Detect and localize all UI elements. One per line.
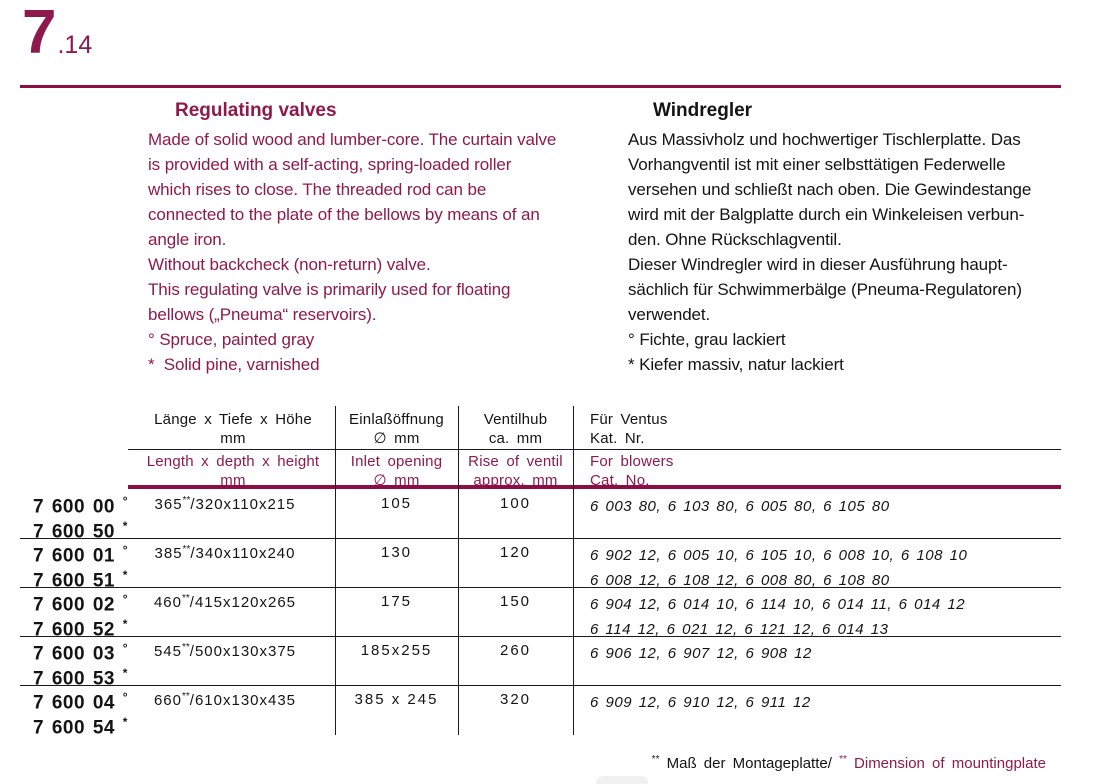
catalog-number: 7 600 52 * <box>33 617 128 641</box>
row-divider-1 <box>20 538 1061 539</box>
header-de-dimensions: Länge x Tiefe x Höhe mm <box>154 411 312 447</box>
catalog-number: 7 600 50 * <box>33 519 128 543</box>
header-de-inlet: Einlaßöffnung ∅ mm <box>349 411 444 447</box>
intro-german-title: Windregler <box>653 100 753 121</box>
cell-dimensions: 660**/610x130x435 <box>153 691 297 709</box>
spruce-marker: ° <box>122 494 128 508</box>
col-divider-1 <box>335 406 336 735</box>
intro-english-body: Made of solid wood and lumber-core. The … <box>148 130 557 374</box>
cell-blowers: 6 902 12, 6 005 10, 6 105 10, 6 008 10, … <box>590 547 968 589</box>
cell-dimensions: 365**/320x110x215 <box>154 495 296 513</box>
cell-inlet: 130 <box>380 544 413 561</box>
pine-marker: * <box>122 617 128 631</box>
header-en-rise: Rise of ventil approx. mm <box>468 453 563 489</box>
page-bottom-artifact <box>596 776 648 784</box>
catalog-number: 7 600 03 ° <box>33 641 128 665</box>
mounting-plate-footnote: ** Maß der Montageplatte/ ** Dimension o… <box>623 737 1046 784</box>
catalog-number: 7 600 00 ° <box>33 494 128 518</box>
catalog-number: 7 600 53 * <box>33 666 128 690</box>
header-en-dimensions: Length x depth x height mm <box>146 453 320 489</box>
cell-rise: 100 <box>499 495 532 512</box>
cell-dimensions: 385**/340x110x240 <box>154 544 296 562</box>
spruce-marker: ° <box>122 592 128 606</box>
cell-dimensions: 460**/415x120x265 <box>153 593 297 611</box>
cell-rise: 260 <box>499 642 532 659</box>
row-divider-3 <box>20 636 1061 637</box>
catalog-number: 7 600 51 * <box>33 568 128 592</box>
cell-blowers: 6 909 12, 6 910 12, 6 911 12 <box>590 694 811 711</box>
header-en-inlet: Inlet opening ∅ mm <box>350 453 443 489</box>
intro-german: Windregler Aus Massivholz und hochwertig… <box>628 100 1088 377</box>
spruce-marker: ° <box>122 543 128 557</box>
cell-blowers: 6 904 12, 6 014 10, 6 114 10, 6 014 11, … <box>590 596 966 638</box>
col-divider-3 <box>573 406 574 735</box>
pine-marker: * <box>122 715 128 729</box>
header-de-blowers: Für Ventus Kat. Nr. <box>590 411 668 447</box>
chapter-header: 7.14 <box>22 2 92 64</box>
cell-inlet: 185x255 <box>360 642 433 659</box>
intro-english: Regulating valves Made of solid wood and… <box>148 100 628 377</box>
catalog-number: 7 600 54 * <box>33 715 128 739</box>
spruce-marker: ° <box>122 690 128 704</box>
cell-inlet: 105 <box>380 495 413 512</box>
intro-english-title: Regulating valves <box>175 100 337 121</box>
pine-marker: * <box>122 666 128 680</box>
row-divider-2 <box>20 587 1061 588</box>
cell-rise: 320 <box>499 691 532 708</box>
row-divider-4 <box>20 685 1061 686</box>
cell-rise: 120 <box>499 544 532 561</box>
table-maroon-rule <box>128 485 1061 489</box>
pine-marker: * <box>122 568 128 582</box>
cell-inlet: 385 x 245 <box>354 691 439 708</box>
pine-marker: * <box>122 519 128 533</box>
cell-dimensions: 545**/500x130x375 <box>153 642 297 660</box>
cell-rise: 150 <box>499 593 532 610</box>
col-divider-2 <box>458 406 459 735</box>
header-en-blowers: For blowers Cat. No. <box>590 453 674 489</box>
header-de-rise: Ventilhub ca. mm <box>483 411 548 447</box>
cell-blowers: 6 906 12, 6 907 12, 6 908 12 <box>590 645 812 662</box>
header-rule <box>20 85 1061 88</box>
table-header-divider <box>128 449 1061 450</box>
catalog-number: 7 600 01 ° <box>33 543 128 567</box>
footnote-english: ** Dimension of mountingplate <box>839 754 1046 772</box>
cell-blowers: 6 003 80, 6 103 80, 6 005 80, 6 105 80 <box>590 498 890 515</box>
spruce-marker: ° <box>122 641 128 655</box>
catalog-number: 7 600 04 ° <box>33 690 128 714</box>
catalog-number: 7 600 02 ° <box>33 592 128 616</box>
chapter-number: 7 <box>22 0 56 67</box>
footnote-german: ** Maß der Montageplatte/ <box>651 754 840 772</box>
intro-german-body: Aus Massivholz und hochwertiger Tischler… <box>628 130 1032 374</box>
cell-inlet: 175 <box>380 593 413 610</box>
page-section-number: .14 <box>57 31 93 59</box>
